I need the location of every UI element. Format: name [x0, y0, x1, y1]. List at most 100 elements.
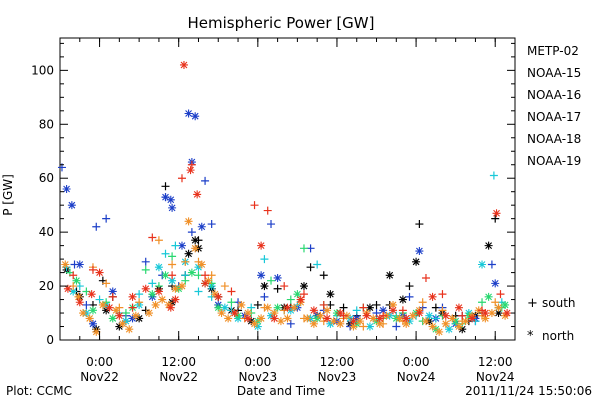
north-point — [201, 279, 210, 288]
south-point — [82, 300, 91, 309]
north-point — [492, 209, 501, 218]
y-axis: 0 20 40 60 80 100 — [31, 42, 515, 347]
south-point — [207, 220, 216, 229]
south-point — [148, 233, 157, 242]
south-point — [280, 282, 289, 291]
south-point — [168, 260, 177, 269]
south-point — [92, 222, 101, 231]
north-point — [67, 201, 76, 210]
x-tick-time: 0:00 — [403, 355, 430, 369]
north-point — [197, 222, 206, 231]
south-point — [286, 319, 295, 328]
south-point — [168, 271, 177, 280]
south-point — [135, 290, 144, 299]
legend-entry: NOAA-18 — [527, 132, 581, 146]
north-point — [85, 314, 94, 323]
north-point — [478, 260, 487, 269]
north-point — [323, 306, 332, 315]
south-point — [187, 160, 196, 169]
north-point — [243, 314, 252, 323]
north-point — [296, 295, 305, 304]
south-point — [418, 298, 427, 307]
north-point — [461, 317, 470, 326]
north-point — [220, 303, 229, 312]
north-point — [74, 292, 83, 301]
north-point — [230, 309, 239, 318]
south-point — [359, 322, 368, 331]
north-point — [154, 263, 163, 272]
chart-title: Hemispheric Power [GW] — [188, 14, 375, 32]
north-point — [283, 303, 292, 312]
south-point — [141, 265, 150, 274]
south-point — [359, 303, 368, 312]
north-point — [415, 309, 424, 318]
south-point — [135, 298, 144, 307]
south-point — [88, 265, 97, 274]
south-point — [141, 257, 150, 266]
south-point — [253, 300, 262, 309]
symbol-legend: + south * north — [527, 296, 576, 344]
x-tick-time: 12:00 — [320, 355, 355, 369]
south-point — [299, 290, 308, 299]
north-point — [270, 309, 279, 318]
north-point — [158, 295, 167, 304]
north-point — [276, 317, 285, 326]
north-point — [316, 311, 325, 320]
south-point — [372, 309, 381, 318]
legend-entry: NOAA-19 — [527, 154, 581, 168]
north-point — [177, 282, 186, 291]
north-point — [260, 282, 269, 291]
plot-frame — [59, 37, 516, 341]
south-point — [194, 287, 203, 296]
north-point — [501, 300, 510, 309]
south-point — [405, 292, 414, 301]
north-point — [69, 287, 78, 296]
north-point — [481, 314, 490, 323]
north-point — [454, 322, 463, 331]
north-point — [263, 303, 272, 312]
x-tick-day: Nov24 — [476, 370, 515, 384]
south-point — [319, 300, 328, 309]
y-tick-label: 60 — [39, 171, 54, 185]
x-tick-day: Nov24 — [397, 370, 436, 384]
north-point — [487, 309, 496, 318]
north-point — [329, 317, 338, 326]
north-point — [379, 306, 388, 315]
south-point — [102, 279, 111, 288]
north-point — [72, 276, 81, 285]
north-point — [428, 322, 437, 331]
north-point — [88, 319, 97, 328]
north-point — [161, 193, 170, 202]
north-point — [435, 327, 444, 336]
south-point — [478, 298, 487, 307]
south-point — [161, 182, 170, 191]
north-point — [171, 295, 180, 304]
north-point — [375, 314, 384, 323]
north-point — [454, 303, 463, 312]
x-tick-day: Nov22 — [159, 370, 198, 384]
south-point — [161, 249, 170, 258]
north-point — [468, 314, 477, 323]
south-point — [95, 295, 104, 304]
north-point — [428, 292, 437, 301]
y-axis-label: P [GW] — [1, 174, 15, 216]
north-point — [326, 290, 335, 299]
south-point — [102, 214, 111, 223]
south-point — [267, 276, 276, 285]
south-point — [458, 311, 467, 320]
south-point — [267, 220, 276, 229]
y-tick-label: 40 — [39, 225, 54, 239]
north-point — [98, 300, 107, 309]
north-point — [62, 185, 71, 193]
south-point — [491, 214, 500, 223]
south-point — [181, 276, 190, 285]
south-point — [372, 300, 381, 309]
north-point — [118, 319, 127, 328]
north-point — [88, 306, 97, 315]
north-point — [250, 319, 259, 328]
north-point — [177, 241, 186, 250]
x-tick-day: Nov23 — [238, 370, 277, 384]
plot-area — [57, 37, 516, 341]
north-point — [309, 306, 318, 315]
south-point — [69, 271, 78, 280]
